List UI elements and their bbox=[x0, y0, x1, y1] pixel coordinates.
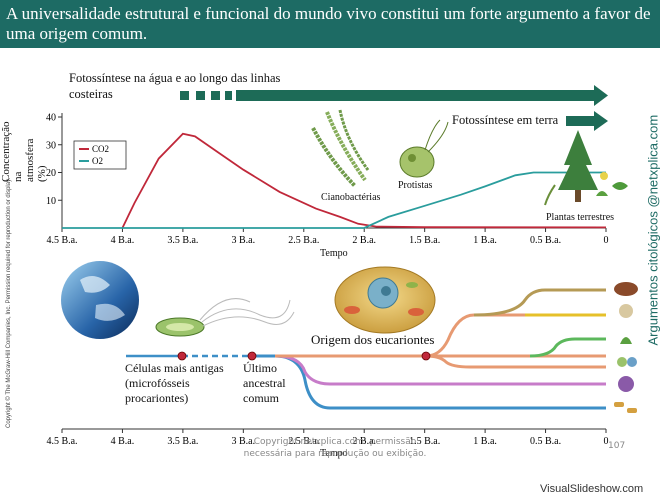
series-line-co2 bbox=[121, 132, 607, 229]
top-x-tick-label: 4.5 B.a. bbox=[46, 235, 77, 246]
animal-icon bbox=[614, 282, 638, 296]
bottom-x-tick-label: 4 B.a. bbox=[111, 436, 135, 447]
eukaryote-origin-node bbox=[421, 351, 431, 361]
protist-icon-a bbox=[617, 357, 627, 367]
oldest-cells-label: Células mais antigas (microfósseis proca… bbox=[125, 361, 224, 405]
archaea-lineage bbox=[274, 354, 606, 386]
top-chart: 10 20 30 40 4.5 B.a. 4 B.a. 3.5 B.a. 3 B.a. 2.5… bbox=[46, 113, 609, 247]
protist-icon-b bbox=[627, 357, 637, 367]
bottom-x-tick-label: 4.5 B.a. bbox=[46, 436, 77, 447]
oldest-cells-node bbox=[177, 351, 187, 361]
bottom-x-tick-label: 0 bbox=[604, 436, 609, 447]
bottom-x-tick-label: 0.5 B.a. bbox=[530, 436, 561, 447]
organism-icons bbox=[614, 282, 638, 413]
bottom-x-axis-label: Tempo bbox=[320, 448, 348, 459]
land-photosynthesis-arrow bbox=[566, 111, 608, 131]
legend-label-co2: CO2 bbox=[92, 144, 109, 154]
bacteria-icon-b bbox=[627, 408, 637, 413]
top-x-tick-label: 0 bbox=[604, 235, 609, 246]
bacteria-lineage bbox=[252, 354, 606, 410]
side-credit: Argumentos citológicos @netxplica.com bbox=[645, 114, 660, 346]
water-photosynthesis-arrow bbox=[180, 85, 608, 106]
top-x-tick-label: 4 B.a. bbox=[111, 235, 135, 246]
land-photosynthesis-label: Fotossíntese em terra bbox=[452, 113, 559, 127]
cyanobacteria-label: Cianobactérias bbox=[321, 192, 381, 203]
series-line-o2 bbox=[62, 171, 606, 229]
page-number: 107 bbox=[608, 441, 626, 451]
top-y-tick-label: 10 bbox=[46, 196, 56, 207]
top-y-tick-label: 40 bbox=[46, 113, 56, 124]
top-y-tick-label: 30 bbox=[46, 140, 56, 151]
phylogenetic-tree bbox=[126, 288, 606, 410]
legend-label-o2: O2 bbox=[92, 156, 103, 166]
bottom-x-tick-label: 3.5 B.a. bbox=[167, 436, 198, 447]
top-x-tick-label: 1.5 B.a. bbox=[409, 235, 440, 246]
last-common-ancestor-node bbox=[247, 351, 257, 361]
prokaryote-image bbox=[155, 298, 295, 337]
slide-title: A universalidade estrutural e funcional … bbox=[6, 4, 651, 43]
cyanobacteria-image bbox=[311, 109, 370, 188]
top-y-axis-label: Concentração na atmosfera (%) bbox=[0, 121, 48, 182]
land-plants-label: Plantas terrestres bbox=[546, 212, 615, 223]
eukaryote-branch-lower bbox=[425, 354, 606, 369]
eukaryote-cell-image bbox=[334, 266, 436, 334]
top-x-tick-label: 2 B.a. bbox=[352, 235, 376, 246]
bottom-x-tick-label: 2.5 B.a. bbox=[288, 436, 319, 447]
top-x-axis-label: Tempo bbox=[320, 248, 348, 259]
eukaryote-branch-upper bbox=[425, 313, 606, 358]
top-y-tick-label: 20 bbox=[46, 168, 56, 179]
protists-label: Protistas bbox=[398, 180, 433, 191]
earth-image bbox=[61, 261, 139, 339]
eukaryote-origin-label: Origem dos eucariontes bbox=[311, 332, 435, 347]
top-x-tick-label: 3 B.a. bbox=[232, 235, 256, 246]
top-x-tick-label: 2.5 B.a. bbox=[288, 235, 319, 246]
protist-image bbox=[399, 119, 449, 178]
plant-lineage bbox=[529, 337, 606, 358]
top-x-tick-label: 1 B.a. bbox=[473, 235, 497, 246]
bottom-x-tick-label: 1 B.a. bbox=[473, 436, 497, 447]
watermark: VisualSlideshow.com bbox=[540, 483, 644, 495]
fungus-icon bbox=[619, 304, 633, 318]
bottom-x-tick-label: 2 B.a. bbox=[352, 436, 376, 447]
bacteria-icon-a bbox=[614, 402, 624, 407]
animal-fungi-lineage bbox=[473, 288, 606, 317]
water-photosynthesis-label: Fotossíntese na água e ao longo das linh… bbox=[69, 71, 281, 101]
bottom-x-tick-label: 1.5 B.a. bbox=[409, 436, 440, 447]
plant-icon bbox=[620, 337, 632, 344]
last-common-ancestor-label: Último ancestral comum bbox=[243, 361, 286, 405]
archaea-icon bbox=[618, 376, 634, 392]
slide-header: A universalidade estrutural e funcional … bbox=[0, 0, 660, 48]
land-plants-image bbox=[544, 130, 628, 206]
footer-copyright: Copyright netxplica.com: permissão neces… bbox=[243, 437, 427, 459]
top-x-tick-label: 3.5 B.a. bbox=[167, 235, 198, 246]
bottom-x-tick-label: 3 B.a. bbox=[232, 436, 256, 447]
chart-legend bbox=[73, 140, 127, 170]
top-x-tick-label: 0.5 B.a. bbox=[530, 235, 561, 246]
